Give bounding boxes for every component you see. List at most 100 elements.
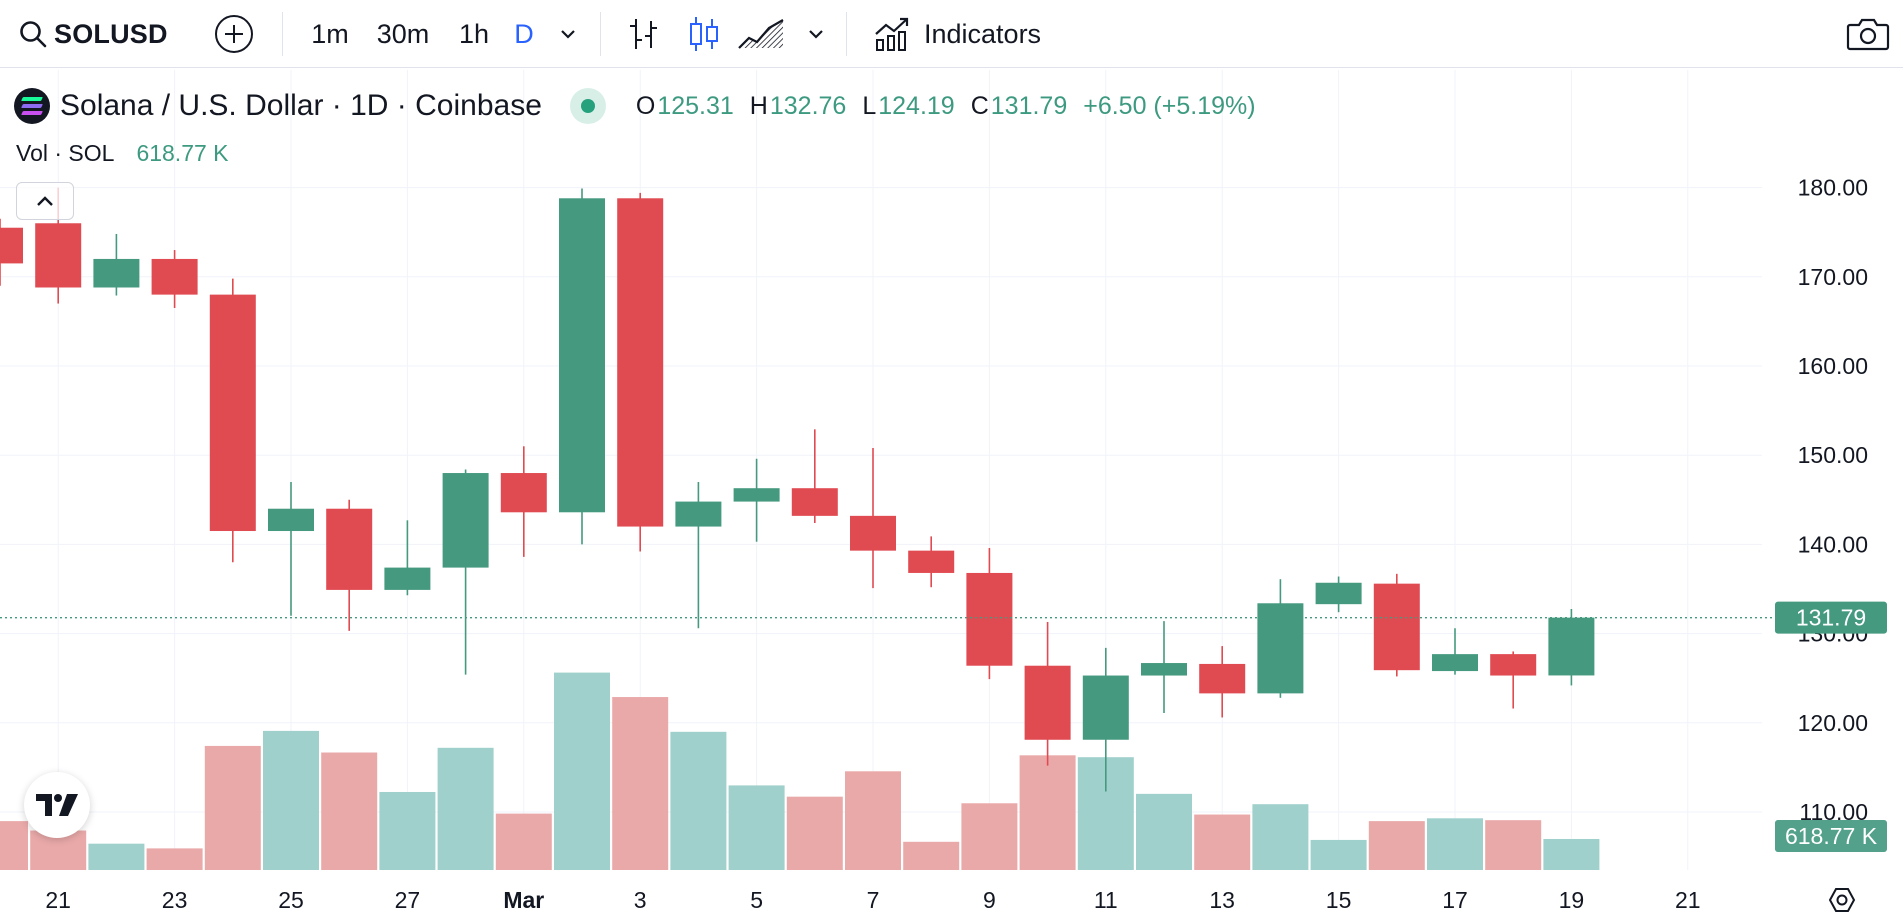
candle-body — [1373, 583, 1420, 671]
candlestick[interactable] — [1490, 651, 1537, 709]
volume-bar — [379, 791, 436, 870]
candlestick[interactable] — [1548, 608, 1595, 686]
volume-bars — [0, 672, 1600, 870]
date-tick-label: 27 — [395, 887, 421, 913]
volume-legend: Vol · SOL 618.77 K — [16, 140, 229, 167]
candlestick[interactable] — [268, 481, 314, 616]
candlestick[interactable] — [0, 218, 23, 286]
candlestick[interactable] — [1373, 573, 1420, 677]
candlestick[interactable] — [384, 520, 431, 596]
ohlc-values: O125.31 H132.76 L124.19 C131.79 +6.50 (+… — [636, 92, 1256, 121]
axis-settings-icon[interactable] — [1828, 888, 1856, 912]
candlestick[interactable] — [1432, 628, 1478, 675]
timeframe-1h-button[interactable]: 1h — [458, 18, 490, 49]
candle-body — [326, 508, 373, 590]
candle-body — [93, 258, 140, 288]
candlestick[interactable] — [151, 250, 198, 309]
volume-bar — [263, 730, 319, 870]
candlestick[interactable] — [1315, 576, 1362, 613]
indicators-icon — [875, 17, 909, 51]
open-value: 125.31 — [657, 91, 734, 120]
candle-body — [908, 550, 955, 573]
toolbar-divider — [846, 12, 847, 56]
price-tick-label: 140.00 — [1798, 531, 1868, 557]
volume-bar — [1485, 820, 1542, 870]
bar-chart-type-button[interactable] — [624, 0, 664, 68]
timeframe-30m-button[interactable]: 30m — [376, 18, 430, 49]
screenshot-button[interactable] — [1846, 0, 1890, 68]
timeframe-1m-button[interactable]: 1m — [311, 18, 349, 49]
volume-bar — [554, 672, 610, 870]
symbol-name: SOLUSD — [54, 18, 168, 49]
change-value: +6.50 (+5.19%) — [1083, 91, 1256, 120]
chevron-down-icon — [561, 30, 575, 39]
candle-body — [35, 223, 82, 288]
chart-grid — [0, 70, 1762, 870]
volume-bar — [670, 731, 727, 870]
high-value: 132.76 — [769, 91, 847, 120]
candlestick[interactable] — [209, 278, 256, 563]
volume-bar — [612, 697, 669, 870]
timeframe-d-button[interactable]: D — [514, 18, 534, 49]
date-tick-label: 17 — [1442, 887, 1468, 913]
chart-type-dropdown-button[interactable] — [804, 0, 828, 68]
candle-body — [0, 227, 23, 264]
market-status-icon[interactable] — [569, 88, 606, 124]
candlestick[interactable] — [617, 192, 664, 552]
collapse-legend-button[interactable] — [16, 182, 74, 220]
candlestick[interactable] — [966, 547, 1013, 680]
camera-icon — [1846, 18, 1890, 51]
close-value: 131.79 — [990, 91, 1068, 120]
time-axis: 21 23 25 27 Mar 3 5 7 9 11 13 15 17 19 21 — [45, 887, 1856, 913]
candlestick[interactable] — [500, 446, 547, 557]
indicators-button[interactable]: Indicators — [874, 0, 1041, 68]
area-chart-type-button[interactable] — [736, 0, 786, 68]
tradingview-logo-icon[interactable] — [24, 772, 90, 838]
volume-bar — [146, 848, 203, 870]
volume-bar — [437, 747, 494, 870]
candle-body — [442, 473, 489, 568]
volume-bar — [321, 752, 378, 870]
price-tick-label: 180.00 — [1798, 175, 1868, 201]
volume-bar — [728, 785, 785, 870]
candlestick[interactable] — [675, 481, 722, 629]
candlestick[interactable] — [1024, 622, 1071, 766]
candlestick[interactable] — [442, 469, 489, 675]
candlestick[interactable] — [559, 188, 605, 545]
volume-bar — [845, 771, 901, 870]
candlestick[interactable] — [1082, 647, 1129, 792]
candlestick[interactable] — [326, 499, 373, 631]
last-price-tag: 131.79 — [1775, 601, 1887, 634]
candlestick[interactable] — [1199, 646, 1246, 718]
date-tick-label: 15 — [1326, 887, 1352, 913]
candlestick[interactable] — [791, 429, 838, 523]
candlestick[interactable] — [850, 448, 896, 589]
date-tick-label: Mar — [503, 887, 544, 913]
date-tick-label: 13 — [1209, 887, 1235, 913]
high-label: H — [749, 91, 768, 120]
volume-bar — [1194, 814, 1251, 870]
candlestick[interactable] — [93, 233, 140, 296]
candlestick[interactable] — [733, 458, 780, 542]
candle-body — [559, 198, 605, 513]
candle-body — [1199, 663, 1246, 694]
candlestick[interactable] — [1257, 579, 1304, 698]
candlestick[interactable] — [908, 536, 955, 588]
compare-symbol-button[interactable] — [214, 0, 254, 68]
symbol-search-button[interactable]: SOLUSD — [18, 0, 168, 68]
candlestick[interactable] — [1141, 621, 1187, 713]
timeframe-dropdown-button[interactable] — [556, 0, 580, 68]
candle-body — [1432, 654, 1478, 672]
candles-chart-type-button[interactable] — [684, 0, 724, 68]
toolbar-divider — [282, 12, 283, 56]
date-tick-label: 21 — [1675, 887, 1701, 913]
date-tick-label: 5 — [750, 887, 763, 913]
indicators-label: Indicators — [924, 18, 1042, 49]
price-tick-label: 150.00 — [1798, 442, 1868, 468]
candlestick[interactable] — [35, 187, 82, 304]
volume-bar — [1543, 838, 1600, 870]
volume-bar — [961, 803, 1018, 870]
last-price-text: 131.79 — [1796, 605, 1866, 631]
candle-body — [268, 508, 314, 532]
